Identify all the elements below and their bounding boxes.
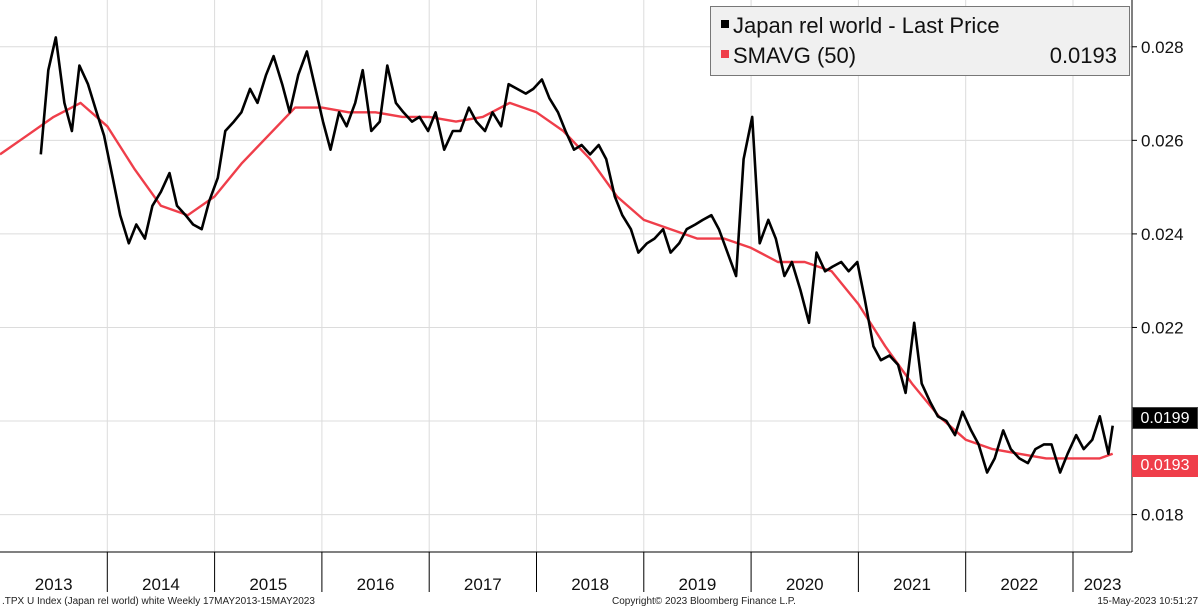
legend-item-smavg: SMAVG (50) [721,43,856,69]
series-group [0,36,1114,474]
footer-copyright: Copyright© 2023 Bloomberg Finance L.P. [612,596,796,607]
series-line-last-price [39,36,1114,474]
x-tick-label: 2013 [35,575,73,594]
x-tick-label: 2022 [1000,575,1038,594]
legend-swatch-red [721,50,729,59]
x-tick-label: 2019 [679,575,717,594]
x-tick-label: 2015 [249,575,287,594]
x-tick-label: 2014 [142,575,180,594]
x-tick-label: 2017 [464,575,502,594]
legend-smavg-value: 0.0193 [1049,43,1117,68]
x-tick-label: 2020 [786,575,824,594]
legend-item-price: Japan rel world - Last Price [721,13,1000,39]
x-tick-label: 2018 [571,575,609,594]
footer-source: .TPX U Index (Japan rel world) white Wee… [2,596,315,607]
footer-timestamp: 15-May-2023 10:51:27 [1097,596,1198,607]
y-tick-label: 0.028 [1141,38,1184,57]
legend-swatch-black [721,20,729,29]
legend: Japan rel world - Last Price SMAVG (50) … [710,6,1130,76]
y-tick-label: 0.022 [1141,318,1184,337]
legend-label-smavg: SMAVG (50) [733,43,857,68]
y-tick-label: 0.018 [1141,506,1184,525]
x-tick-label: 2021 [893,575,931,594]
legend-label-price: Japan rel world - Last Price [733,13,1000,38]
y-tick-label: 0.024 [1141,225,1184,244]
x-tick-label: 2023 [1084,575,1122,594]
y-tick-label: 0.026 [1141,131,1184,150]
gridlines [0,0,1132,552]
x-tick-label: 2016 [357,575,395,594]
smavg-last-tag: 0.0193 [1132,454,1198,477]
last-price-tag: 0.0199 [1132,406,1198,429]
x-axis: 2013 2014 2015 2016 2017 2018 2019 2020 2021 2022… [35,552,1122,594]
plot-area [0,0,1132,552]
